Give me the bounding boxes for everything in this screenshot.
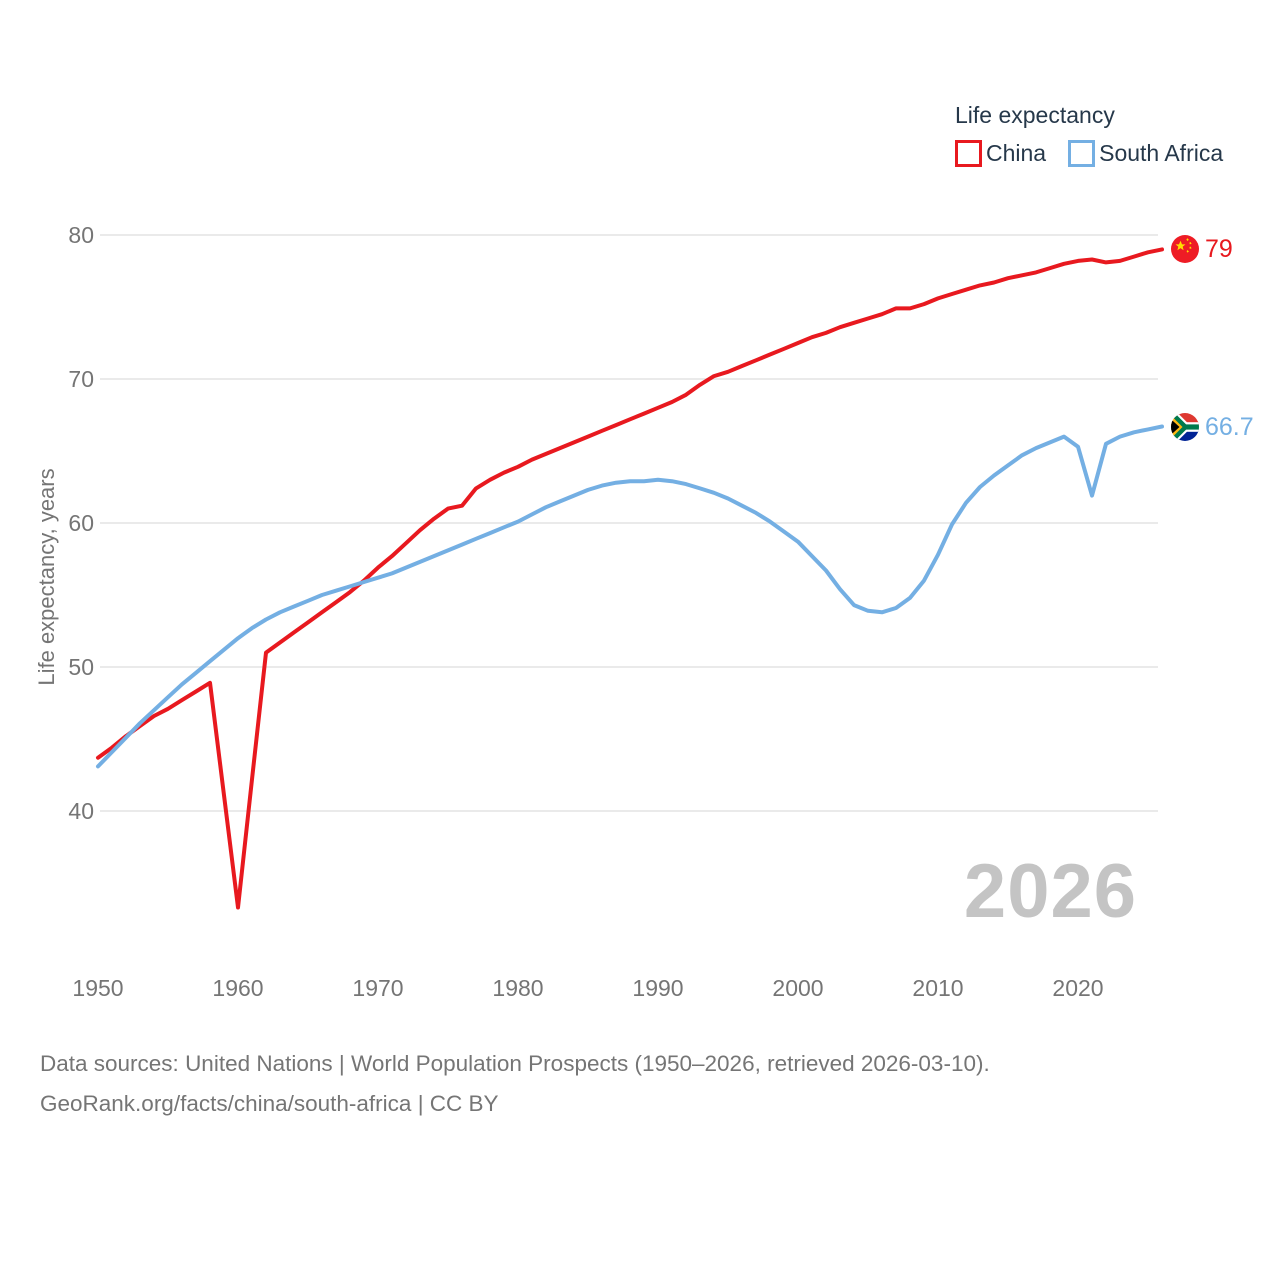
- china-end-value-label: 79: [1205, 235, 1233, 264]
- x-tick-label-1950: 1950: [72, 975, 124, 1001]
- legend-title: Life expectancy: [955, 102, 1115, 128]
- y-tick-label-80: 80: [68, 222, 94, 248]
- china-line-series: [96, 247, 1164, 910]
- y-tick-label-40: 40: [68, 798, 94, 824]
- footer: Data sources: United Nations | World Pop…: [40, 1044, 990, 1124]
- y-tick-label-50: 50: [68, 654, 94, 680]
- x-tick-label-1990: 1990: [632, 975, 684, 1001]
- x-tick-label-2010: 2010: [912, 975, 964, 1001]
- attribution-line: GeoRank.org/facts/china/south-africa | C…: [40, 1091, 499, 1116]
- legend-row: China South Africa: [955, 140, 1223, 167]
- china-flag-icon: [1171, 235, 1199, 264]
- gridlines: [100, 234, 1158, 812]
- south-africa-line-series: [96, 424, 1164, 769]
- x-tick-label-1960: 1960: [212, 975, 264, 1001]
- y-tick-label-70: 70: [68, 366, 94, 392]
- legend-label-china: China: [986, 140, 1047, 166]
- x-tick-label-2000: 2000: [772, 975, 824, 1001]
- legend: Life expectancy China South Africa: [955, 100, 1223, 167]
- south-africa-flag-icon: [1171, 412, 1199, 441]
- x-tick-label-2020: 2020: [1052, 975, 1104, 1001]
- south-africa-swatch-icon: [1068, 140, 1096, 167]
- x-tick-label-1980: 1980: [492, 975, 544, 1001]
- legend-item-china[interactable]: China: [955, 140, 1046, 167]
- china-swatch-icon: [955, 140, 982, 167]
- x-tick-label-1970: 1970: [352, 975, 404, 1001]
- south-africa-end-value-label: 66.7: [1205, 412, 1254, 441]
- y-tick-label-60: 60: [68, 510, 94, 536]
- legend-label-south-africa: South Africa: [1099, 140, 1224, 166]
- y-axis-title: Life expectancy, years: [34, 468, 59, 686]
- data-sources-line: Data sources: United Nations | World Pop…: [40, 1051, 990, 1076]
- legend-item-south-africa[interactable]: South Africa: [1068, 140, 1223, 167]
- year-watermark: 2026: [963, 849, 1137, 934]
